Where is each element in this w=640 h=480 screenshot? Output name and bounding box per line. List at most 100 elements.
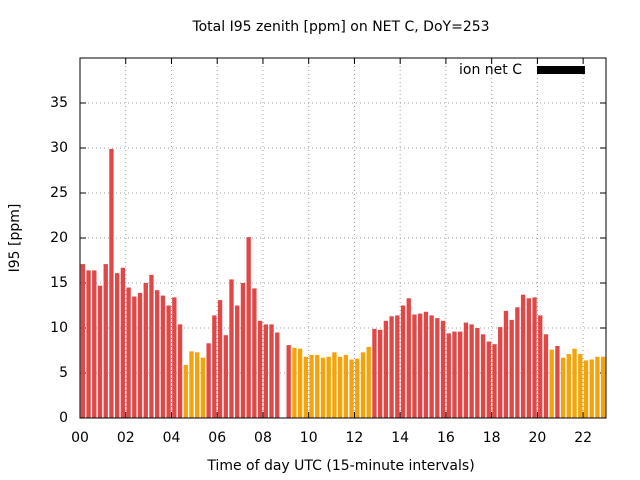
bar	[80, 264, 86, 418]
bar	[143, 283, 148, 418]
bar	[303, 356, 309, 418]
bar	[126, 287, 131, 418]
bar	[412, 314, 417, 418]
y-tick-label: 25	[50, 185, 68, 201]
bar	[315, 355, 320, 418]
bar	[566, 354, 572, 418]
y-axis-label: I95 [ppm]	[7, 204, 23, 273]
bar	[189, 351, 194, 418]
bar	[469, 324, 474, 418]
bar	[332, 352, 337, 418]
bar	[172, 297, 177, 418]
bar	[320, 357, 326, 418]
bar	[132, 296, 137, 418]
x-tick-label: 04	[163, 430, 181, 446]
bar	[109, 148, 114, 418]
y-tick-label: 15	[50, 275, 68, 291]
bar	[583, 360, 589, 418]
bar	[326, 356, 331, 418]
bar	[520, 294, 526, 418]
bar	[543, 334, 549, 418]
bar	[212, 315, 217, 418]
bar	[377, 329, 383, 418]
bar	[309, 355, 314, 418]
bar	[532, 297, 537, 418]
x-tick-label: 08	[254, 430, 272, 446]
bar	[423, 311, 429, 418]
x-tick-label: 02	[117, 430, 135, 446]
x-tick-label: 12	[346, 430, 364, 446]
bar	[526, 298, 531, 418]
y-tick-label: 10	[50, 320, 68, 336]
bar	[440, 320, 446, 418]
bar	[92, 270, 97, 418]
bar	[103, 264, 108, 418]
bar	[183, 364, 188, 418]
bar	[355, 358, 360, 418]
bar	[492, 344, 497, 418]
bar	[160, 295, 166, 418]
y-tick-label: 35	[50, 95, 68, 111]
bar	[480, 334, 486, 418]
bar	[446, 333, 451, 418]
bar	[498, 327, 503, 418]
bar	[366, 346, 371, 418]
bar	[600, 356, 606, 418]
bar	[223, 335, 228, 418]
x-tick-label: 20	[528, 430, 546, 446]
plot-border	[79, 57, 607, 419]
x-axis-label: Time of day UTC (15-minute intervals)	[206, 458, 474, 474]
bar	[229, 279, 234, 418]
x-tick-label: 18	[483, 430, 501, 446]
bar	[549, 349, 554, 418]
y-tick-label: 0	[59, 410, 68, 426]
bar	[515, 307, 520, 418]
bar	[149, 274, 154, 418]
bar	[458, 331, 463, 418]
bar	[400, 305, 406, 418]
bar	[503, 310, 509, 418]
bar	[395, 315, 400, 418]
bar	[509, 319, 514, 418]
bar	[435, 318, 440, 418]
bar	[292, 347, 297, 418]
x-tick-label: 22	[574, 430, 592, 446]
bar	[555, 346, 560, 418]
legend-key	[537, 66, 585, 74]
bar	[120, 267, 126, 418]
bar	[269, 324, 274, 418]
bar	[372, 328, 377, 418]
bar	[217, 300, 223, 418]
bar	[240, 283, 246, 418]
bar	[452, 331, 457, 418]
bar	[166, 305, 171, 418]
bar	[297, 348, 303, 418]
bar	[389, 316, 394, 418]
bar	[463, 322, 469, 418]
bar	[349, 359, 354, 418]
y-tick-label: 5	[59, 365, 68, 381]
bar	[418, 313, 423, 418]
bar	[195, 352, 200, 418]
bar	[343, 355, 349, 418]
bar	[177, 324, 183, 418]
bar	[406, 298, 411, 418]
bar	[97, 285, 103, 418]
bar	[572, 348, 577, 418]
bar	[589, 359, 594, 418]
x-tick-label: 16	[437, 430, 455, 446]
bar	[252, 288, 257, 418]
legend-label: ion net C	[459, 62, 522, 78]
bar	[383, 320, 389, 418]
bar	[560, 357, 566, 418]
bar	[86, 270, 91, 418]
bar	[475, 328, 480, 418]
bar	[360, 352, 366, 418]
x-tick-label: 06	[208, 430, 226, 446]
bar	[155, 290, 160, 418]
bar	[257, 320, 263, 418]
bar	[263, 324, 268, 418]
bar	[337, 356, 343, 418]
bar	[486, 341, 491, 418]
